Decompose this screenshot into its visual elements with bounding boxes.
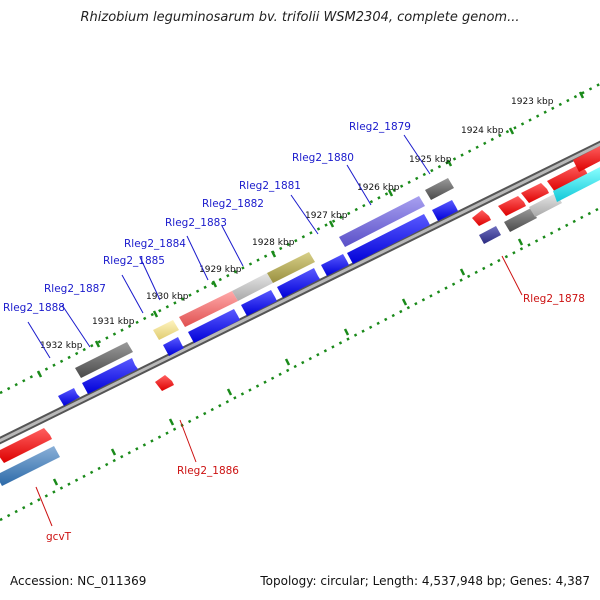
gene-labels-forward: Rleg2_1879 Rleg2_1880 Rleg2_1881 Rleg2_1… (3, 121, 411, 314)
gene-label-rleg2-1881: Rleg2_1881 (239, 180, 301, 192)
cds-arrow (432, 200, 458, 221)
cds-arrow (321, 254, 349, 276)
cds-arrow (472, 210, 491, 226)
accession-text: Accession: NC_011369 (10, 574, 147, 588)
feature-bar-yellow (153, 320, 179, 340)
cds-arrow (521, 183, 549, 203)
feature-bar-lightgray-2 (529, 193, 562, 217)
tick-label-1930: 1930 kbp (146, 292, 189, 302)
cds-arrow (82, 358, 138, 394)
cds-arrow (498, 196, 526, 216)
cds-arrow (241, 290, 277, 316)
genome-summary-text: Topology: circular; Length: 4,537,948 bp… (260, 574, 590, 588)
tick-label-1927: 1927 kbp (305, 211, 348, 221)
genome-backbone (0, 140, 600, 445)
cds-arrow (163, 337, 184, 356)
tick-label-1932: 1932 kbp (40, 341, 83, 351)
scale-tick-labels: 1923 kbp 1924 kbp 1925 kbp 1926 kbp 1927… (40, 97, 554, 351)
gene-label-rleg2-1883: Rleg2_1883 (165, 217, 227, 229)
cds-arrow (347, 214, 430, 264)
reverse-strand-cds[interactable] (0, 145, 600, 463)
gene-label-rleg2-1882: Rleg2_1882 (202, 198, 264, 210)
label-leaders-forward (27, 134, 431, 359)
cds-arrow (58, 388, 80, 406)
feature-bar-darkgray-2 (504, 208, 537, 232)
tick-label-1928: 1928 kbp (252, 238, 295, 248)
gene-label-rleg2-1888: Rleg2_1888 (3, 302, 65, 314)
cds-arrow (573, 146, 600, 172)
gene-label-rleg2-1880: Rleg2_1880 (292, 152, 354, 164)
feature-bar-salmon (179, 291, 238, 327)
tick-label-1925: 1925 kbp (409, 155, 452, 165)
feature-bars[interactable] (0, 167, 600, 486)
cds-arrow (188, 309, 240, 343)
feature-bar-cyan (553, 167, 600, 202)
feature-bar-purple (339, 196, 425, 247)
gene-label-rleg2-1878: Rleg2_1878 (523, 293, 585, 305)
cds-arrow (155, 375, 174, 391)
outer-scale-track (0, 82, 600, 395)
tick-label-1931: 1931 kbp (92, 317, 135, 327)
feature-bar-darkgray (425, 178, 454, 200)
gene-label-rleg2-1887: Rleg2_1887 (44, 283, 106, 295)
inner-scale-major-ticks (52, 238, 524, 486)
cds-arrow (277, 268, 320, 298)
tick-label-1926: 1926 kbp (357, 183, 400, 193)
feature-bar-steel (0, 446, 60, 486)
gene-label-rleg2-1879: Rleg2_1879 (349, 121, 411, 133)
cds-arrow (547, 164, 588, 192)
map-title: Rhizobium leguminosarum bv. trifolii WSM… (80, 10, 520, 25)
tick-label-1929: 1929 kbp (199, 265, 242, 275)
forward-strand-cds[interactable] (58, 200, 458, 406)
tick-label-1924: 1924 kbp (461, 126, 504, 136)
gene-label-rleg2-1886: Rleg2_1886 (177, 465, 239, 477)
feature-bar-lightgray (232, 273, 273, 301)
label-leaders-reverse (35, 255, 523, 527)
outer-scale-major-ticks (36, 91, 585, 378)
gene-label-gcvt: gcvT (46, 531, 72, 543)
cds-arrow (0, 428, 52, 463)
feature-bar-gray (75, 342, 133, 378)
tick-label-1923: 1923 kbp (511, 97, 554, 107)
inner-scale-track (0, 206, 600, 522)
feature-bar-olive (267, 252, 315, 283)
gene-label-rleg2-1885: Rleg2_1885 (103, 255, 165, 267)
feature-bar-navy (479, 226, 501, 244)
gene-label-rleg2-1884: Rleg2_1884 (124, 238, 186, 250)
gene-labels-reverse: Rleg2_1878 Rleg2_1886 gcvT (46, 293, 585, 543)
